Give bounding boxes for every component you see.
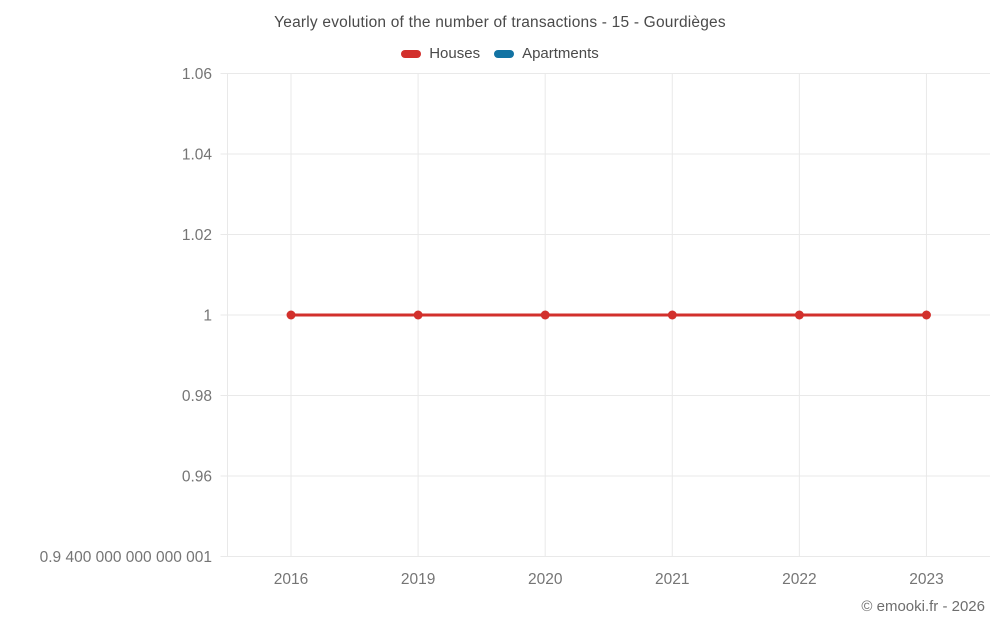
copyright-credit: © emooki.fr - 2026 — [861, 598, 985, 615]
legend-item-houses[interactable]: Houses — [401, 45, 480, 62]
svg-text:2022: 2022 — [782, 571, 816, 588]
svg-text:1.06: 1.06 — [182, 66, 212, 83]
svg-text:0.96: 0.96 — [182, 469, 212, 486]
svg-text:2021: 2021 — [655, 571, 689, 588]
legend-label-apartments: Apartments — [522, 45, 599, 62]
svg-text:1: 1 — [203, 308, 212, 325]
svg-text:1.04: 1.04 — [182, 147, 213, 164]
chart-legend: Houses Apartments — [0, 45, 1000, 62]
legend-label-houses: Houses — [429, 45, 481, 62]
svg-text:2019: 2019 — [401, 571, 435, 588]
apartments-legend-swatch-icon — [494, 49, 515, 58]
svg-text:2020: 2020 — [528, 571, 563, 588]
svg-text:1.02: 1.02 — [182, 227, 212, 244]
svg-text:0.9 400 000 000 000 001: 0.9 400 000 000 000 001 — [40, 549, 212, 566]
svg-text:2016: 2016 — [274, 571, 308, 588]
legend-item-apartments[interactable]: Apartments — [494, 45, 599, 62]
houses-legend-swatch-icon — [401, 49, 422, 58]
svg-text:2023: 2023 — [909, 571, 943, 588]
chart-title: Yearly evolution of the number of transa… — [274, 14, 726, 31]
svg-text:0.98: 0.98 — [182, 388, 212, 405]
